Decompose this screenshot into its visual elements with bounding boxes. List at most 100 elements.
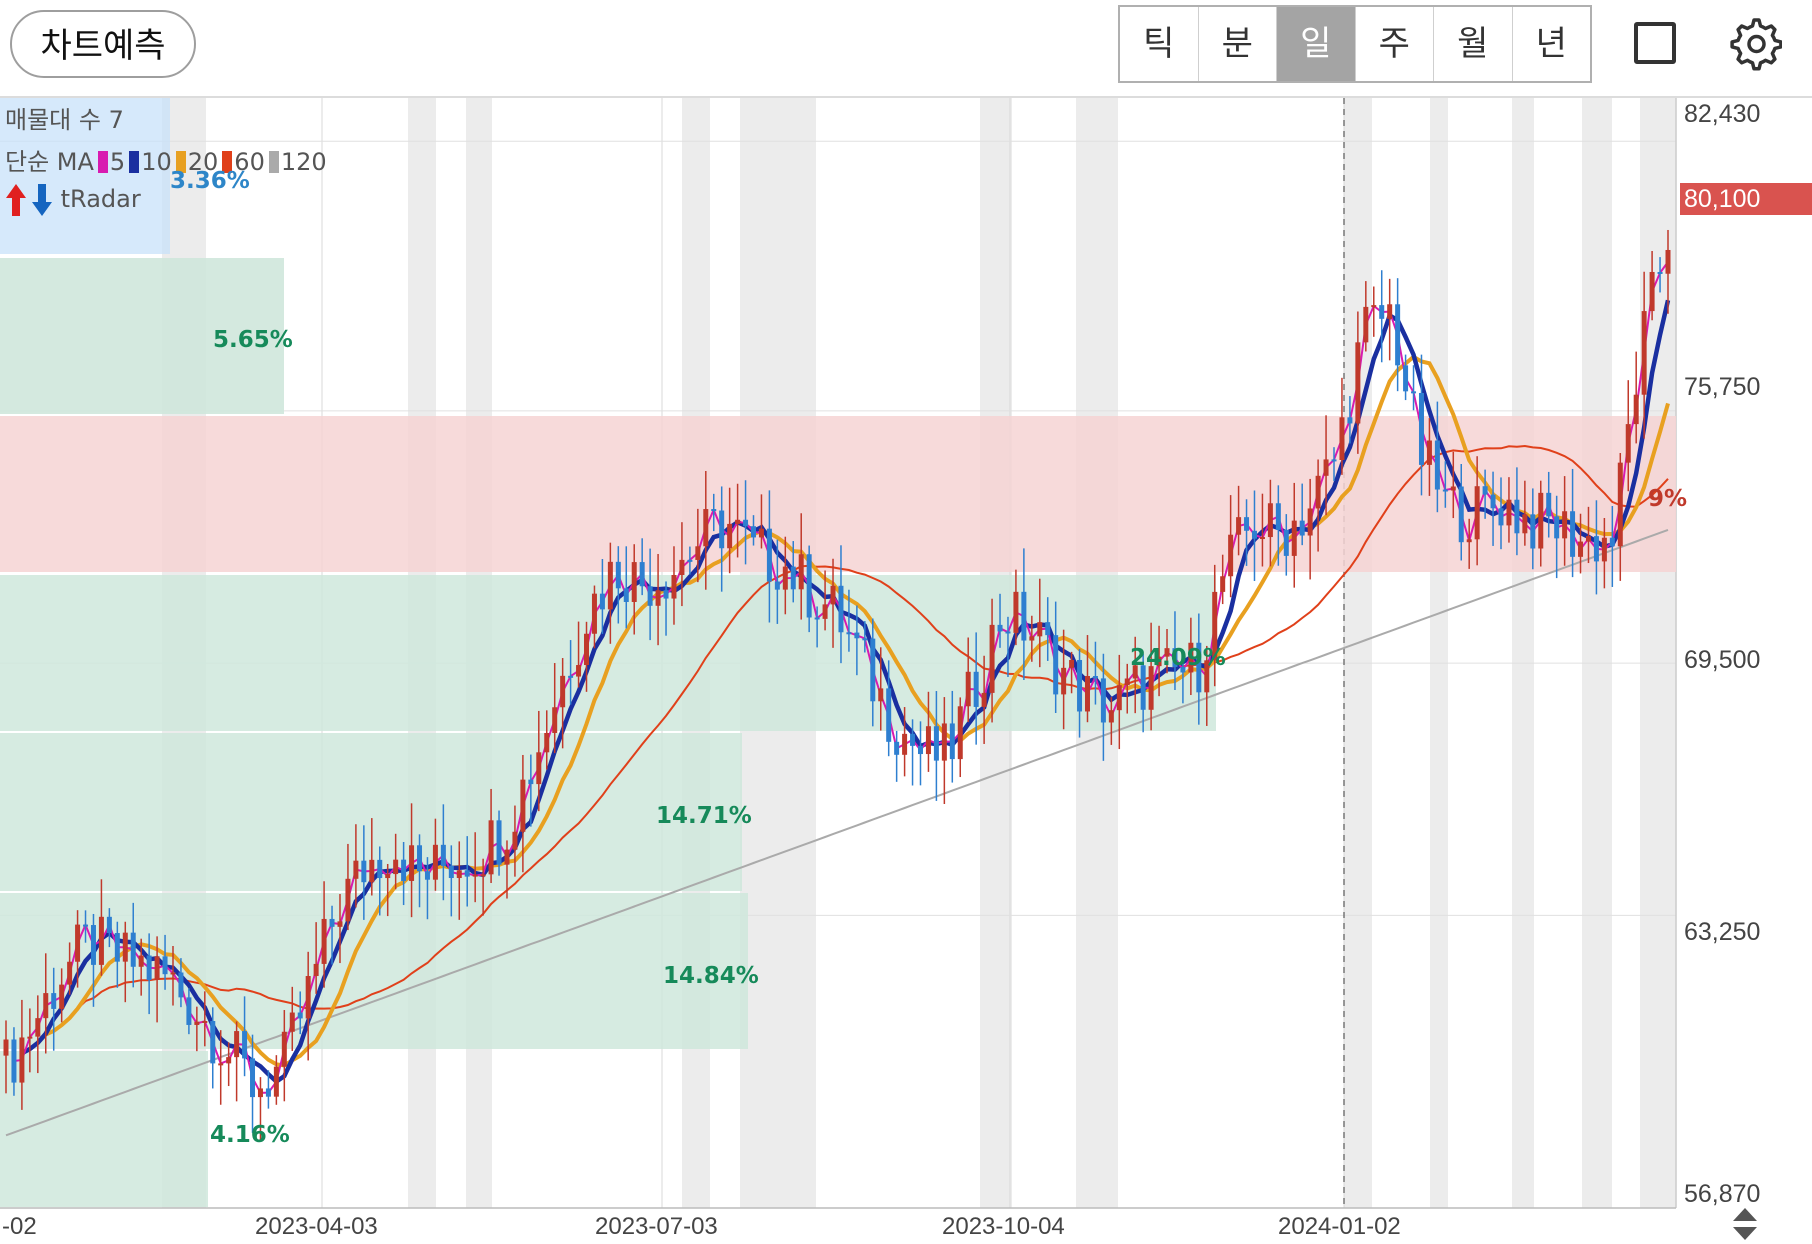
candle-down xyxy=(687,546,693,575)
candle-down xyxy=(1140,653,1146,733)
candle-body xyxy=(894,741,900,755)
candle-down xyxy=(242,996,248,1077)
candle-down xyxy=(1196,613,1202,725)
candle-down xyxy=(1092,641,1098,705)
period-day-button[interactable]: 일 xyxy=(1277,7,1356,81)
candle-body xyxy=(1228,534,1234,577)
candle-body xyxy=(1244,517,1250,531)
price-tick: 56,870 xyxy=(1684,1180,1761,1208)
candle-up xyxy=(1037,578,1043,668)
candle-body xyxy=(1490,494,1496,509)
candle-up xyxy=(59,968,65,1023)
candle-body xyxy=(1355,342,1361,424)
candle-body xyxy=(607,561,613,610)
candle-down xyxy=(910,719,916,786)
profile-box xyxy=(0,1051,208,1207)
candle-down xyxy=(615,546,621,624)
candle-body xyxy=(552,707,558,733)
period-year-button[interactable]: 년 xyxy=(1535,24,1567,64)
candle-body xyxy=(949,723,955,760)
candle-body xyxy=(1291,520,1297,556)
candle-body xyxy=(377,859,383,879)
shaded-band xyxy=(1430,98,1448,1208)
candle-up xyxy=(727,487,733,574)
candle-down xyxy=(743,480,749,565)
candle-body xyxy=(194,1021,200,1025)
candle-body xyxy=(544,732,550,753)
candle-body xyxy=(782,566,788,590)
period-week-button[interactable]: 주 xyxy=(1356,7,1434,81)
candle-body xyxy=(337,921,343,927)
candle-body xyxy=(1148,666,1154,710)
candle-down xyxy=(1077,648,1083,738)
period-month-button[interactable]: 월 xyxy=(1434,7,1513,81)
candle-down xyxy=(329,905,335,965)
candle-up xyxy=(1641,271,1647,439)
candle-body xyxy=(345,878,351,922)
candle-up xyxy=(1617,453,1623,581)
price-tick: 69,500 xyxy=(1684,646,1761,674)
candle-up xyxy=(1132,636,1138,714)
candle-up xyxy=(432,818,438,891)
candle-up xyxy=(703,471,709,590)
candle-up xyxy=(512,805,518,877)
candle-up xyxy=(472,832,478,903)
candle-body xyxy=(162,956,168,975)
candle-body xyxy=(1005,631,1011,634)
candle-down xyxy=(1554,495,1560,579)
candle-up xyxy=(1124,663,1130,714)
candle-body xyxy=(1450,486,1456,491)
candle-body xyxy=(1585,536,1591,542)
candle-body xyxy=(281,1031,287,1067)
candle-down xyxy=(838,545,844,664)
candle-down xyxy=(417,834,423,908)
candle-body xyxy=(862,638,868,641)
candle-body xyxy=(1347,417,1353,424)
candlestick-chart[interactable] xyxy=(0,98,1812,1244)
square-icon[interactable] xyxy=(1634,22,1676,64)
candle-body xyxy=(1538,492,1544,549)
chart-predict-button[interactable]: 차트예측 xyxy=(10,10,196,78)
candle-body xyxy=(1196,642,1202,693)
scroll-updown-icon[interactable] xyxy=(1730,1206,1760,1242)
candle-body xyxy=(1283,529,1289,556)
candle-body xyxy=(1562,511,1568,539)
candle-body xyxy=(472,874,478,877)
volume-profile-legend: 매물대 수 7 xyxy=(5,106,124,134)
candle-body xyxy=(846,632,852,635)
candle-body xyxy=(703,509,709,547)
period-tick-button[interactable]: 틱 xyxy=(1120,7,1199,81)
candle-body xyxy=(727,523,733,549)
candle-body xyxy=(1522,514,1528,534)
candle-up xyxy=(957,697,963,778)
candle-up xyxy=(1116,654,1122,750)
candle-body xyxy=(226,1057,232,1064)
candle-body xyxy=(1124,678,1130,686)
candle-body xyxy=(512,831,518,850)
candle-up xyxy=(1649,250,1655,321)
candle-up xyxy=(878,647,884,731)
candle-down xyxy=(440,804,446,901)
candle-body xyxy=(965,671,971,707)
candle-body xyxy=(774,581,780,590)
period-minute-button[interactable]: 분 xyxy=(1199,7,1277,81)
candle-body xyxy=(1625,424,1631,463)
candle-body xyxy=(67,961,73,985)
candle-up xyxy=(1625,380,1631,492)
candle-body xyxy=(432,844,438,880)
candle-body xyxy=(568,675,574,678)
candle-down xyxy=(854,605,860,676)
candle-up xyxy=(941,697,947,804)
candle-body xyxy=(910,733,916,746)
candle-body xyxy=(886,688,892,742)
gear-icon[interactable] xyxy=(1726,16,1782,72)
candle-up xyxy=(3,1020,9,1094)
candle-body xyxy=(957,706,963,760)
candle-up xyxy=(1220,554,1226,605)
candle-down xyxy=(11,1027,17,1096)
candle-up xyxy=(1355,311,1361,454)
candle-up xyxy=(1633,351,1639,444)
candle-up xyxy=(591,585,597,649)
candle-body xyxy=(401,859,407,881)
price-tick: 75,750 xyxy=(1684,373,1761,401)
